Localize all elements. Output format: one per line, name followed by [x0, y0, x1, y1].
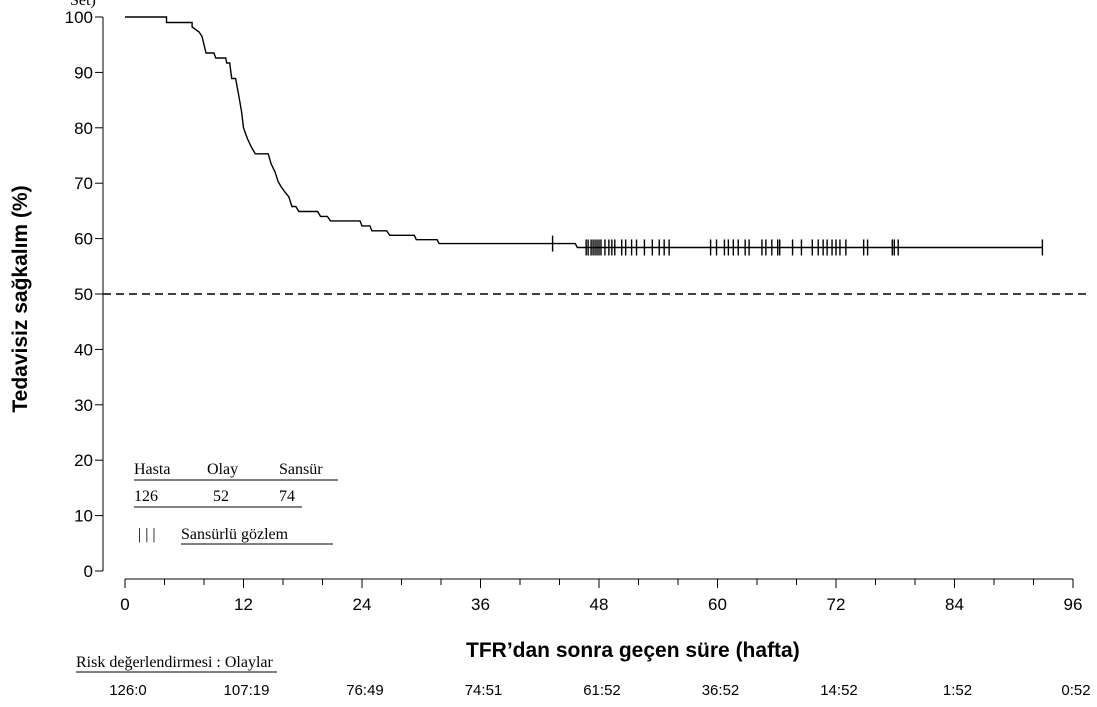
summary-value-olay: 52 — [213, 488, 229, 505]
risk-table-value: 74:51 — [465, 682, 503, 699]
risk-table-value: 36:52 — [702, 682, 740, 699]
y-tick-label: 90 — [74, 63, 93, 82]
x-axis-label: TFR’dan sonra geçen süre (hafta) — [466, 639, 800, 662]
risk-table-value: 1:52 — [943, 682, 972, 699]
y-tick-label: 50 — [74, 285, 93, 304]
y-tick-label: 80 — [74, 119, 93, 138]
censor-symbol-legend: | | | — [138, 526, 156, 543]
x-tick-label: 96 — [1064, 595, 1083, 614]
y-tick-label: 30 — [74, 396, 93, 415]
summary-value-hasta: 126 — [134, 488, 158, 505]
risk-table-value: 76:49 — [346, 682, 384, 699]
x-tick-label: 12 — [234, 595, 253, 614]
risk-table-value: 61:52 — [583, 682, 621, 699]
y-tick-label: 100 — [65, 8, 93, 27]
y-tick-label: 20 — [74, 451, 93, 470]
y-axis-label: Tedavisiz sağkalım (%) — [9, 185, 32, 412]
x-tick-label: 24 — [353, 595, 372, 614]
risk-table-value: 14:52 — [820, 682, 858, 699]
summary-header-olay: Olay — [207, 461, 238, 478]
summary-header-hasta: Hasta — [134, 461, 170, 478]
risk-table-value: 0:52 — [1061, 682, 1090, 699]
summary-value-sansur: 74 — [279, 488, 295, 505]
survival-curve — [125, 16, 1043, 249]
risk-table-values: 126:0 107:19 76:49 74:51 61:52 36:52 14:52 1:52… — [109, 682, 1090, 699]
risk-table-label: Risk değerlendirmesi : Olaylar — [76, 654, 274, 671]
censor-marks — [551, 235, 1044, 256]
y-tick-label: 10 — [74, 507, 93, 526]
y-tick-label: 70 — [74, 174, 93, 193]
x-tick-label: 72 — [827, 595, 846, 614]
risk-table-value: 107:19 — [224, 682, 270, 699]
x-tick-label: 48 — [590, 595, 609, 614]
x-tick-label: 36 — [471, 595, 490, 614]
y-axis-ticks: 0 10 20 30 40 50 60 70 80 90 100 — [65, 8, 103, 581]
y-tick-label: 60 — [74, 230, 93, 249]
x-tick-label: 60 — [708, 595, 727, 614]
top-text-fragment: Set) — [70, 0, 96, 9]
x-tick-label: 0 — [120, 595, 129, 614]
y-tick-label: 0 — [84, 562, 93, 581]
summary-table: Hasta Olay Sansür 126 52 74 | | | Sansür… — [134, 461, 338, 545]
x-axis-ticks: 0 12 24 36 48 60 72 84 96 — [120, 579, 1082, 614]
risk-table-value: 126:0 — [109, 682, 147, 699]
summary-header-sansur: Sansür — [279, 461, 323, 478]
x-tick-label: 84 — [945, 595, 964, 614]
y-tick-label: 40 — [74, 340, 93, 359]
censor-label: Sansürlü gözlem — [181, 526, 289, 543]
